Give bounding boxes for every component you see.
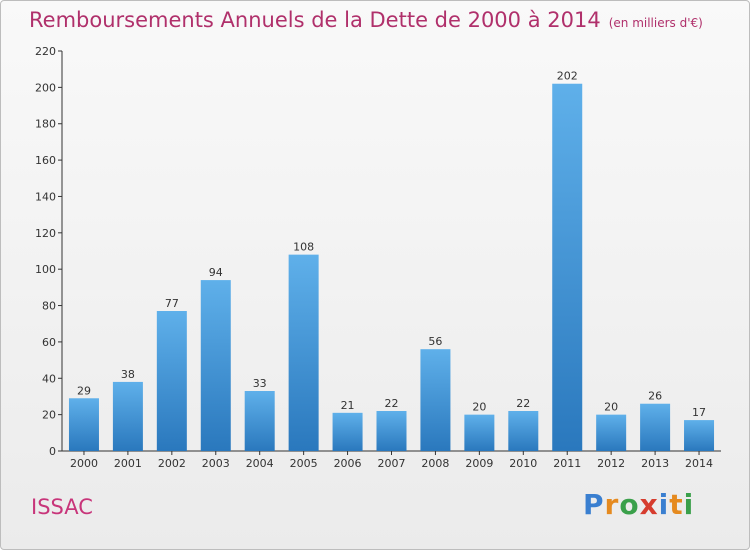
bar: [420, 349, 451, 451]
chart-title: Remboursements Annuels de la Dette de 20…: [29, 8, 601, 32]
bar-value-label: 20: [604, 401, 618, 414]
y-tick-label: 20: [42, 409, 56, 422]
logo-letter: i: [683, 488, 695, 521]
bar-value-label: 17: [692, 406, 706, 419]
y-tick-label: 140: [35, 190, 56, 203]
x-tick-label: 2007: [378, 457, 406, 470]
x-tick-label: 2000: [70, 457, 98, 470]
y-tick-label: 180: [35, 118, 56, 131]
bar-value-label: 108: [293, 241, 314, 254]
x-tick-label: 2005: [290, 457, 318, 470]
bar-value-label: 77: [165, 297, 179, 310]
bar: [376, 411, 407, 451]
logo-letter: r: [604, 488, 620, 521]
y-tick-label: 60: [42, 336, 56, 349]
bar: [156, 311, 187, 451]
x-tick-label: 2006: [334, 457, 362, 470]
bar: [684, 420, 715, 451]
logo-letter: x: [639, 488, 659, 521]
x-tick-label: 2008: [421, 457, 449, 470]
bar: [508, 411, 539, 451]
bar: [332, 412, 363, 451]
y-tick-label: 80: [42, 300, 56, 313]
x-tick-label: 2009: [465, 457, 493, 470]
y-tick-label: 100: [35, 263, 56, 276]
bar: [112, 381, 143, 451]
logo-letter: i: [658, 488, 670, 521]
bar-value-label: 202: [557, 70, 578, 83]
y-tick-label: 40: [42, 372, 56, 385]
x-tick-label: 2013: [641, 457, 669, 470]
x-tick-label: 2001: [114, 457, 142, 470]
bar: [288, 254, 319, 451]
bar: [552, 83, 583, 452]
y-tick-label: 120: [35, 227, 56, 240]
y-tick-label: 0: [49, 445, 56, 458]
y-tick-label: 160: [35, 154, 56, 167]
proxiti-logo: Proxiti: [583, 488, 694, 521]
bar: [640, 403, 671, 451]
bar-value-label: 22: [385, 397, 399, 410]
bar-value-label: 22: [516, 397, 530, 410]
y-tick-label: 220: [35, 45, 56, 58]
bar: [596, 414, 627, 451]
bar-value-label: 20: [472, 401, 486, 414]
bar: [68, 398, 99, 451]
logo-letter: o: [619, 488, 640, 521]
chart-unit: (en milliers d'€): [608, 16, 703, 30]
bar: [464, 414, 495, 451]
x-tick-label: 2002: [158, 457, 186, 470]
x-tick-label: 2014: [685, 457, 713, 470]
x-tick-label: 2010: [509, 457, 537, 470]
chart-title-block: Remboursements Annuels de la Dette de 20…: [29, 8, 703, 32]
bar-value-label: 33: [253, 377, 267, 390]
bar-value-label: 26: [648, 390, 662, 403]
bar: [244, 391, 275, 451]
x-tick-label: 2004: [246, 457, 274, 470]
bar-value-label: 29: [77, 384, 91, 397]
bar-value-label: 38: [121, 368, 135, 381]
logo-letter: t: [669, 488, 684, 521]
bar-value-label: 56: [428, 335, 442, 348]
y-tick-label: 200: [35, 81, 56, 94]
x-tick-label: 2011: [553, 457, 581, 470]
logo-letter: P: [583, 488, 605, 521]
x-tick-label: 2003: [202, 457, 230, 470]
bar-value-label: 94: [209, 266, 223, 279]
x-tick-label: 2012: [597, 457, 625, 470]
commune-name: ISSAC: [31, 495, 93, 519]
bar-value-label: 21: [341, 399, 355, 412]
bar: [200, 280, 231, 451]
